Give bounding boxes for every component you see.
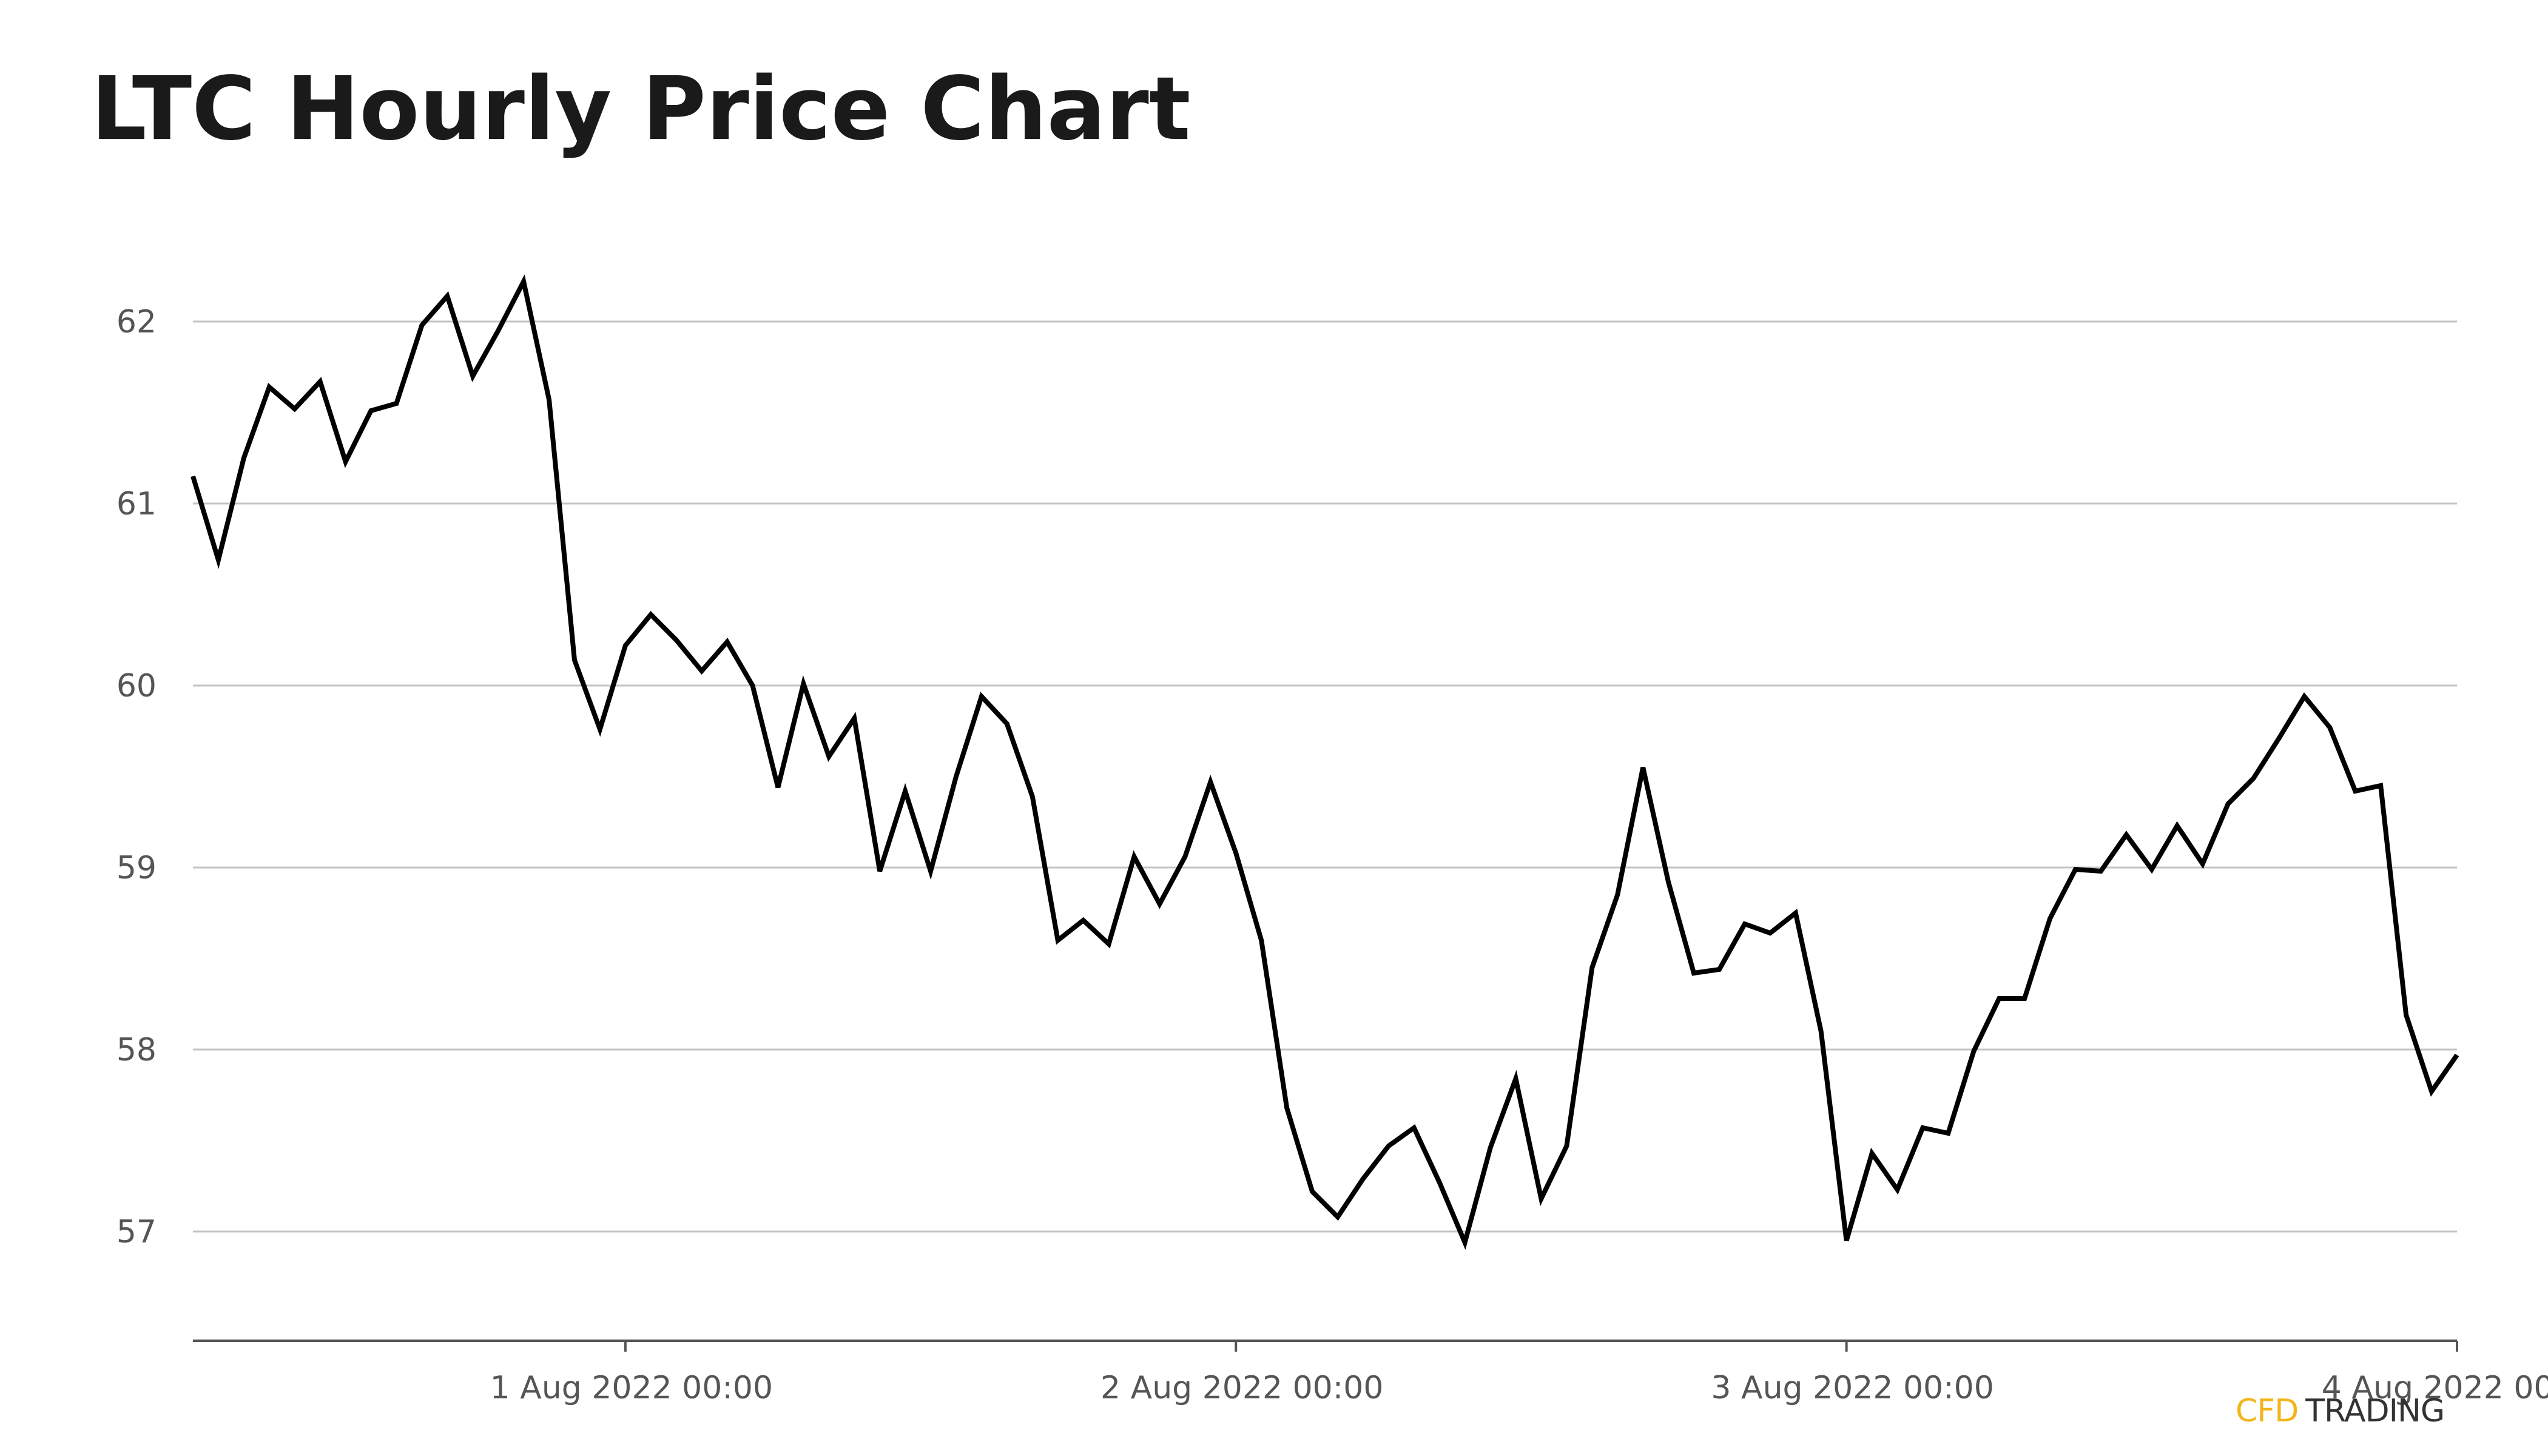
x-axis: 1 Aug 2022 00:00 2 Aug 2022 00:00 3 Aug 20… — [193, 1340, 2548, 1406]
logo-cfd-text: CFD — [2236, 1393, 2299, 1429]
cfd-trading-logo: CFD TRADING — [2236, 1393, 2445, 1429]
y-tick-label: 60 — [116, 668, 157, 704]
x-tick-label: 4 Aug 2022 00:00 — [2322, 1370, 2548, 1406]
x-tick-label: 2 Aug 2022 00:00 — [1100, 1370, 1383, 1406]
logo-trading-text: TRADING — [2305, 1393, 2445, 1429]
y-tick-label: 62 — [116, 304, 157, 340]
series-line-0 — [190, 274, 2459, 1250]
y-tick-label: 58 — [116, 1032, 157, 1068]
gridlines — [193, 320, 2457, 1233]
chart-title: LTC Hourly Price Chart — [91, 58, 1191, 160]
y-tick-label: 57 — [116, 1214, 157, 1250]
y-tick-label: 59 — [116, 850, 157, 886]
y-axis-tick-labels: 57 58 59 60 61 62 — [116, 304, 157, 1250]
x-tick-label: 1 Aug 2022 00:00 — [490, 1370, 773, 1406]
x-tick-label: 3 Aug 2022 00:00 — [1711, 1370, 1994, 1406]
price-series — [190, 274, 2459, 1250]
y-tick-label: 61 — [116, 486, 157, 522]
